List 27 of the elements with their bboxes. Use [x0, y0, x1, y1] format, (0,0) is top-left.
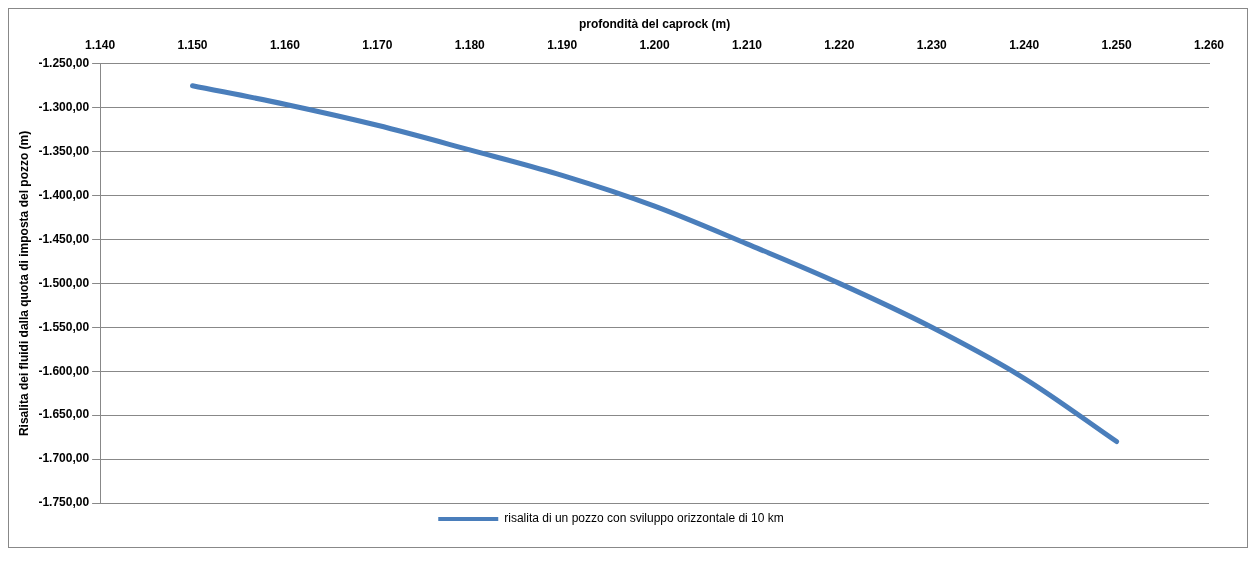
y-tick-label: -1.600,00: [38, 363, 90, 378]
x-tick-label: 1.220: [824, 37, 855, 52]
x-tick-label: 1.260: [1193, 37, 1225, 52]
legend-label: risalita di un pozzo con sviluppo orizzontale di 10 km: [504, 511, 784, 526]
y-tick-label: -1.650,00: [38, 407, 90, 422]
x-tick-label: 1.240: [1009, 37, 1040, 52]
y-tick-label: -1.350,00: [38, 143, 90, 158]
x-tick-label: 1.230: [916, 37, 948, 52]
y-tick-label: -1.750,00: [38, 495, 90, 510]
y-tick-label: -1.250,00: [38, 56, 90, 71]
x-tick-label: 1.150: [177, 37, 208, 52]
y-tick-label: -1.700,00: [38, 451, 90, 466]
x-tick-label: 1.180: [454, 37, 486, 52]
y-tick-label: -1.500,00: [38, 275, 90, 290]
x-tick-label: 1.200: [639, 37, 670, 52]
y-tick-label: -1.400,00: [38, 187, 90, 202]
x-tick-label: 1.160: [269, 37, 301, 52]
x-axis-title: profondità del caprock (m): [578, 16, 731, 31]
y-tick-label: -1.300,00: [38, 100, 90, 115]
x-tick-label: 1.140: [85, 37, 116, 52]
x-tick-label: 1.210: [731, 37, 763, 52]
y-tick-label: -1.550,00: [38, 319, 90, 334]
x-tick-label: 1.250: [1101, 37, 1132, 52]
x-tick-label: 1.190: [547, 37, 578, 52]
y-axis-title: Risalita dei fluidi dalla quota di imposta del pozzo (m): [16, 130, 31, 437]
x-tick-label: 1.170: [362, 37, 393, 52]
y-tick-label: -1.450,00: [38, 231, 90, 246]
